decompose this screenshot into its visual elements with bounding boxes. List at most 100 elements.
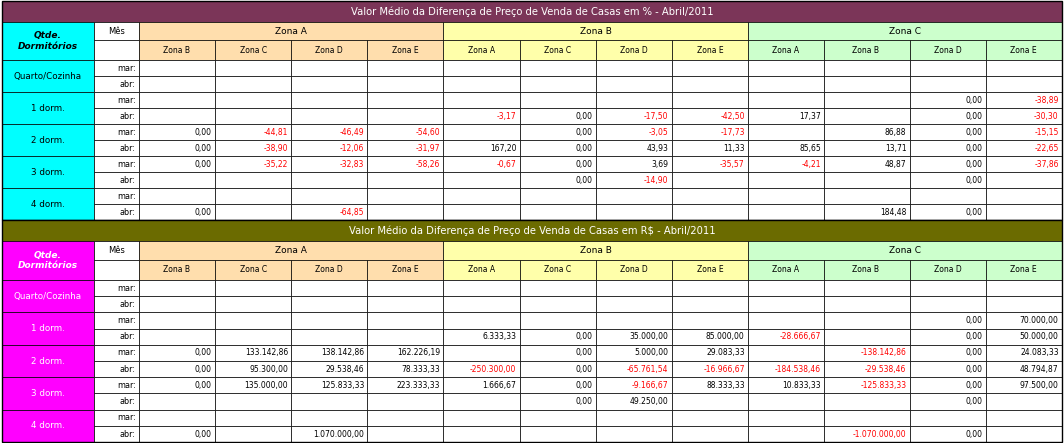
Bar xyxy=(596,156,671,172)
Text: 0,00: 0,00 xyxy=(576,128,593,136)
Text: -184.538,46: -184.538,46 xyxy=(775,365,820,373)
Text: mar:: mar: xyxy=(117,284,136,292)
Text: Zona D: Zona D xyxy=(620,265,648,275)
Bar xyxy=(94,204,139,220)
Bar xyxy=(444,188,519,204)
Text: 0,00: 0,00 xyxy=(965,365,982,373)
Bar xyxy=(596,377,671,393)
Bar xyxy=(139,241,444,260)
Bar xyxy=(215,426,292,442)
Bar xyxy=(367,140,444,156)
Text: 0,00: 0,00 xyxy=(576,381,593,390)
Bar xyxy=(748,60,824,76)
Bar xyxy=(215,312,292,329)
Text: -4,21: -4,21 xyxy=(801,159,820,168)
Bar xyxy=(748,188,824,204)
Bar xyxy=(985,40,1062,60)
Bar xyxy=(671,393,748,410)
Bar xyxy=(671,156,748,172)
Bar xyxy=(139,156,215,172)
Bar xyxy=(94,22,139,40)
Text: 95.300,00: 95.300,00 xyxy=(249,365,288,373)
Text: -29.538,46: -29.538,46 xyxy=(865,365,907,373)
Bar xyxy=(367,108,444,124)
Text: -17,50: -17,50 xyxy=(644,112,668,120)
Text: 4 dorm.: 4 dorm. xyxy=(31,421,65,431)
Bar xyxy=(444,312,519,329)
Text: -22,65: -22,65 xyxy=(1034,144,1059,152)
Bar xyxy=(139,92,215,108)
Text: -125.833,33: -125.833,33 xyxy=(861,381,907,390)
Text: -31,97: -31,97 xyxy=(416,144,440,152)
Bar xyxy=(215,92,292,108)
Bar xyxy=(671,361,748,377)
Text: 0,00: 0,00 xyxy=(195,365,212,373)
Bar xyxy=(985,377,1062,393)
Bar xyxy=(824,361,910,377)
Bar xyxy=(292,361,367,377)
Bar xyxy=(2,124,94,156)
Bar xyxy=(748,204,824,220)
Bar xyxy=(444,426,519,442)
Text: Zona A: Zona A xyxy=(468,265,495,275)
Text: Valor Médio da Diferença de Preço de Venda de Casas em R$ - Abril/2011: Valor Médio da Diferença de Preço de Ven… xyxy=(349,225,715,236)
Text: 0,00: 0,00 xyxy=(576,144,593,152)
Text: -16.966,67: -16.966,67 xyxy=(703,365,745,373)
Bar xyxy=(292,296,367,312)
Text: Zona B: Zona B xyxy=(164,265,190,275)
Bar xyxy=(2,241,94,280)
Text: Zona A: Zona A xyxy=(468,46,495,54)
Bar xyxy=(910,393,985,410)
Bar xyxy=(985,296,1062,312)
Bar xyxy=(910,329,985,345)
Bar xyxy=(292,204,367,220)
Bar xyxy=(94,172,139,188)
Bar xyxy=(444,40,519,60)
Text: Zona C: Zona C xyxy=(544,46,571,54)
Text: Zona E: Zona E xyxy=(697,265,724,275)
Bar xyxy=(596,140,671,156)
Bar xyxy=(139,312,215,329)
Text: 0,00: 0,00 xyxy=(965,332,982,341)
Bar xyxy=(824,172,910,188)
Text: mar:: mar: xyxy=(117,413,136,422)
Bar xyxy=(985,156,1062,172)
Bar xyxy=(367,345,444,361)
Bar xyxy=(910,188,985,204)
Bar xyxy=(671,40,748,60)
Bar xyxy=(444,329,519,345)
Bar xyxy=(910,108,985,124)
Bar xyxy=(367,393,444,410)
Bar xyxy=(910,312,985,329)
Text: 0,00: 0,00 xyxy=(576,349,593,358)
Text: 17,37: 17,37 xyxy=(799,112,820,120)
Text: 1 dorm.: 1 dorm. xyxy=(31,104,65,113)
Bar xyxy=(367,260,444,280)
Bar xyxy=(139,280,215,296)
Bar xyxy=(444,92,519,108)
Bar xyxy=(139,22,444,40)
Bar xyxy=(824,296,910,312)
Bar xyxy=(985,76,1062,92)
Bar xyxy=(215,40,292,60)
Bar xyxy=(824,156,910,172)
Bar xyxy=(519,124,596,140)
Bar xyxy=(292,280,367,296)
Text: Zona C: Zona C xyxy=(239,265,267,275)
Bar xyxy=(596,92,671,108)
Text: mar:: mar: xyxy=(117,349,136,358)
Text: 0,00: 0,00 xyxy=(965,397,982,406)
Bar xyxy=(596,204,671,220)
Text: -3,17: -3,17 xyxy=(497,112,516,120)
Text: 0,00: 0,00 xyxy=(195,144,212,152)
Bar xyxy=(367,426,444,442)
Bar xyxy=(94,377,139,393)
Bar xyxy=(215,108,292,124)
Text: Zona E: Zona E xyxy=(1011,265,1037,275)
Bar xyxy=(596,426,671,442)
Bar xyxy=(444,393,519,410)
Text: 43,93: 43,93 xyxy=(647,144,668,152)
Bar xyxy=(596,60,671,76)
Bar xyxy=(671,204,748,220)
Bar xyxy=(94,76,139,92)
